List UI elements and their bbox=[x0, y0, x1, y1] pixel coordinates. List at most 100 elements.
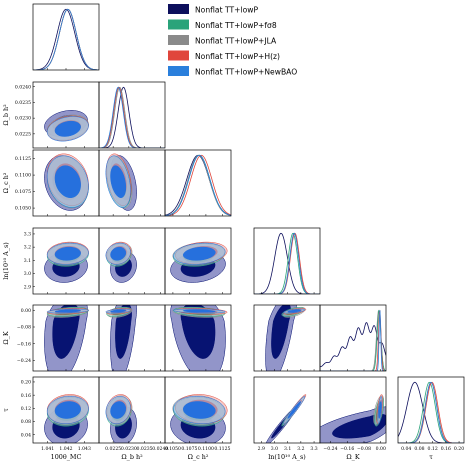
y-tick-label: 0.0240 bbox=[15, 84, 31, 90]
legend-item: Nonflat TT+lowP+JLA bbox=[168, 35, 277, 46]
pdf-line-0 bbox=[33, 8, 99, 70]
contour-inner-0 bbox=[332, 413, 386, 439]
pdf-line-4 bbox=[33, 8, 99, 70]
panel-theta-theta bbox=[32, 3, 100, 71]
panel-marks bbox=[105, 394, 137, 443]
panel-marks bbox=[44, 305, 89, 371]
y-tick-label: 0.08 bbox=[21, 419, 31, 425]
panel-lnAs-theta: 2.9 3.0 3.1 3.2 3.3 ln(10¹⁰ A_s) bbox=[2, 227, 100, 295]
legend-label: Nonflat TT+lowP bbox=[195, 6, 258, 15]
legend-label: Nonflat TT+lowP+NewBAO bbox=[195, 68, 297, 77]
legend-swatch bbox=[168, 50, 189, 61]
panel-marks bbox=[105, 241, 137, 283]
y-tick-label: −0.08 bbox=[17, 325, 31, 331]
x-tick-label: 1.041 bbox=[41, 446, 54, 452]
x-tick-label: 0.0235 bbox=[137, 446, 153, 452]
pdf-line-2 bbox=[254, 232, 320, 294]
y-tick-label: 2.9 bbox=[24, 284, 31, 290]
contour-inner-4 bbox=[54, 246, 81, 261]
x-tick-label: 0.00 bbox=[376, 446, 386, 452]
x-tick-label: 0.16 bbox=[441, 446, 451, 452]
x-axis-label: 100θ_MC bbox=[51, 453, 82, 461]
contour-inner-4 bbox=[183, 401, 216, 419]
contour-inner-4 bbox=[54, 120, 81, 137]
panel-marks bbox=[44, 394, 89, 443]
x-axis-label: Ω_b h² bbox=[121, 453, 143, 461]
pdf-line-3 bbox=[254, 232, 320, 294]
panel-frame bbox=[164, 149, 232, 217]
legend-item: Nonflat TT+lowP+fσ8 bbox=[168, 19, 277, 30]
panel-marks bbox=[265, 305, 307, 371]
pdf-line-0 bbox=[254, 232, 320, 294]
contour-inner-0 bbox=[52, 305, 80, 359]
panel-frame bbox=[164, 227, 232, 295]
y-tick-label: 0.20 bbox=[21, 380, 31, 386]
y-tick-label: 3.0 bbox=[24, 271, 31, 277]
pdf-line-0 bbox=[398, 381, 464, 443]
y-axis-label: Ω_K bbox=[2, 331, 10, 344]
pdf-line-0 bbox=[320, 322, 386, 368]
contour-inner-4 bbox=[54, 401, 81, 419]
legend-item: Nonflat TT+lowP+NewBAO bbox=[168, 66, 297, 77]
contour-inner-4 bbox=[110, 165, 127, 198]
x-axis-label: ln(10¹⁰ A_s) bbox=[268, 453, 306, 461]
x-tick-label: 0.1075 bbox=[181, 446, 197, 452]
contour-inner-0 bbox=[271, 305, 291, 359]
y-tick-label: −0.24 bbox=[17, 358, 31, 364]
pdf-line-4 bbox=[165, 154, 231, 216]
x-tick-label: 0.0240 bbox=[152, 446, 168, 452]
y-axis-label: τ bbox=[2, 408, 10, 412]
x-tick-label: 0.1050 bbox=[165, 446, 181, 452]
x-tick-label: 0.0230 bbox=[121, 446, 137, 452]
panel-marks bbox=[398, 381, 464, 443]
panel-omk-omk bbox=[319, 304, 387, 372]
panel-marks bbox=[320, 394, 386, 443]
contour-inner-4 bbox=[110, 309, 127, 313]
y-tick-label: 0.0235 bbox=[15, 100, 31, 106]
panel-marks bbox=[99, 86, 165, 148]
pdf-line-4 bbox=[254, 232, 320, 294]
x-tick-label: −0.16 bbox=[340, 446, 354, 452]
panel-marks bbox=[165, 154, 231, 216]
y-axis-label: ln(10¹⁰ A_s) bbox=[2, 242, 10, 280]
panel-marks bbox=[44, 153, 89, 211]
pdf-line-1 bbox=[165, 154, 231, 216]
panel-frame bbox=[98, 81, 166, 149]
y-axis-label: Ω_b h² bbox=[2, 104, 10, 126]
x-tick-label: 0.12 bbox=[428, 446, 438, 452]
contour-inner-4 bbox=[378, 401, 382, 419]
panel-marks bbox=[105, 305, 137, 371]
x-tick-label: 1.043 bbox=[78, 446, 91, 452]
panel-marks bbox=[254, 232, 320, 294]
panel-marks bbox=[320, 309, 386, 371]
pdf-line-2 bbox=[165, 154, 231, 216]
pdf-line-3 bbox=[33, 8, 99, 70]
contour-inner-4 bbox=[110, 401, 127, 419]
y-tick-label: 0.00 bbox=[21, 308, 31, 314]
contour-inner-4 bbox=[183, 309, 216, 313]
contour-inner-4 bbox=[183, 246, 216, 261]
panel-omch2-theta: 0.1050 0.1075 0.1100 0.1125 Ω_c h² bbox=[2, 149, 100, 217]
panel-frame bbox=[164, 304, 232, 372]
pdf-line-2 bbox=[320, 309, 386, 371]
panel-frame bbox=[397, 376, 465, 444]
legend-swatch bbox=[168, 4, 189, 14]
pdf-line-0 bbox=[99, 86, 165, 148]
panel-tau-omk: −0.24 −0.16 −0.08 0.00 Ω_K bbox=[319, 376, 387, 461]
panel-frame bbox=[253, 376, 321, 444]
pdf-line-4 bbox=[398, 381, 464, 443]
pdf-line-1 bbox=[398, 381, 464, 443]
x-axis-label: Ω_K bbox=[346, 453, 359, 461]
panel-lnAs-omch2 bbox=[164, 227, 232, 295]
x-tick-label: 3.0 bbox=[271, 446, 278, 452]
panel-omk-omch2 bbox=[164, 304, 232, 372]
panel-frame bbox=[32, 3, 100, 71]
panel-marks bbox=[170, 241, 228, 283]
y-tick-label: 0.16 bbox=[21, 393, 31, 399]
pdf-line-4 bbox=[99, 86, 165, 148]
y-axis-label: Ω_c h² bbox=[2, 172, 10, 193]
x-tick-label: 0.04 bbox=[401, 446, 411, 452]
contour-inner-4 bbox=[287, 309, 302, 313]
